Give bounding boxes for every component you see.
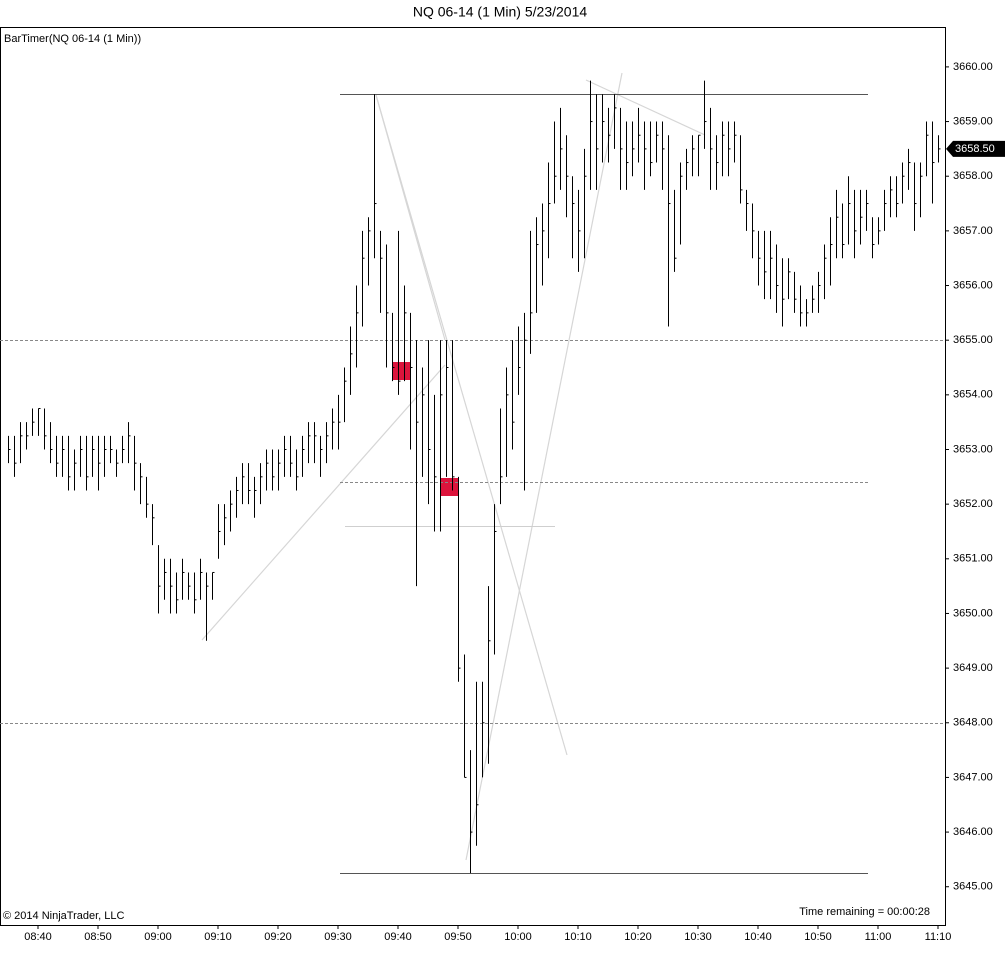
x-tick-label: 10:30 (684, 931, 712, 943)
trade-marker (441, 478, 459, 496)
trend-line (201, 364, 446, 641)
y-tick-label: 3646.00 (953, 826, 993, 838)
y-tick-label: 3645.00 (953, 881, 993, 893)
trend-line (465, 72, 623, 861)
last-price-box (946, 140, 1005, 157)
trade-marker (393, 362, 411, 380)
y-tick-label: 3658.00 (953, 170, 993, 182)
x-tick-label: 11:00 (865, 931, 892, 943)
y-tick-label: 3650.00 (953, 607, 993, 619)
trend-line (375, 94, 568, 756)
x-tick-label: 09:10 (204, 931, 232, 943)
y-tick-label: 3660.00 (953, 61, 993, 73)
y-tick-label: 3653.00 (953, 443, 993, 455)
x-tick-label: 08:50 (84, 931, 112, 943)
x-tick-label: 09:50 (444, 931, 472, 943)
y-tick-label: 3656.00 (953, 279, 993, 291)
y-tick-label: 3655.00 (953, 334, 993, 346)
y-tick-label: 3647.00 (953, 771, 993, 783)
x-tick-label: 09:40 (384, 931, 412, 943)
trend-line (585, 79, 706, 136)
y-tick-label: 3648.00 (953, 717, 993, 729)
y-tick-label: 3659.00 (953, 115, 993, 127)
x-tick-label: 09:30 (324, 931, 352, 943)
x-tick-label: 09:20 (264, 931, 292, 943)
drawing-tools (201, 72, 706, 861)
x-tick-label: 10:00 (504, 931, 532, 943)
x-tick-label: 10:10 (564, 931, 592, 943)
x-tick-label: 10:50 (804, 931, 832, 943)
y-tick-label: 3657.00 (953, 225, 993, 237)
last-price-label: 3658.50 (955, 143, 995, 155)
y-tick-label: 3654.00 (953, 389, 993, 401)
x-tick-label: 08:40 (24, 931, 52, 943)
x-tick-label: 09:00 (144, 931, 172, 943)
y-tick-label: 3651.00 (953, 553, 993, 565)
y-tick-label: 3652.00 (953, 498, 993, 510)
y-tick-label: 3649.00 (953, 662, 993, 674)
x-tick-label: 11:10 (925, 931, 952, 943)
x-tick-label: 10:40 (744, 931, 772, 943)
indicator-label: BarTimer(NQ 06-14 (1 Min)) (4, 33, 141, 45)
copyright: © 2014 NinjaTrader, LLC (3, 910, 124, 922)
chart-title: NQ 06-14 (1 Min) 5/23/2014 (413, 4, 588, 20)
price-bars (8, 80, 941, 874)
x-tick-label: 10:20 (624, 931, 652, 943)
time-remaining: Time remaining = 00:00:28 (799, 906, 930, 918)
trend-line (375, 94, 446, 341)
